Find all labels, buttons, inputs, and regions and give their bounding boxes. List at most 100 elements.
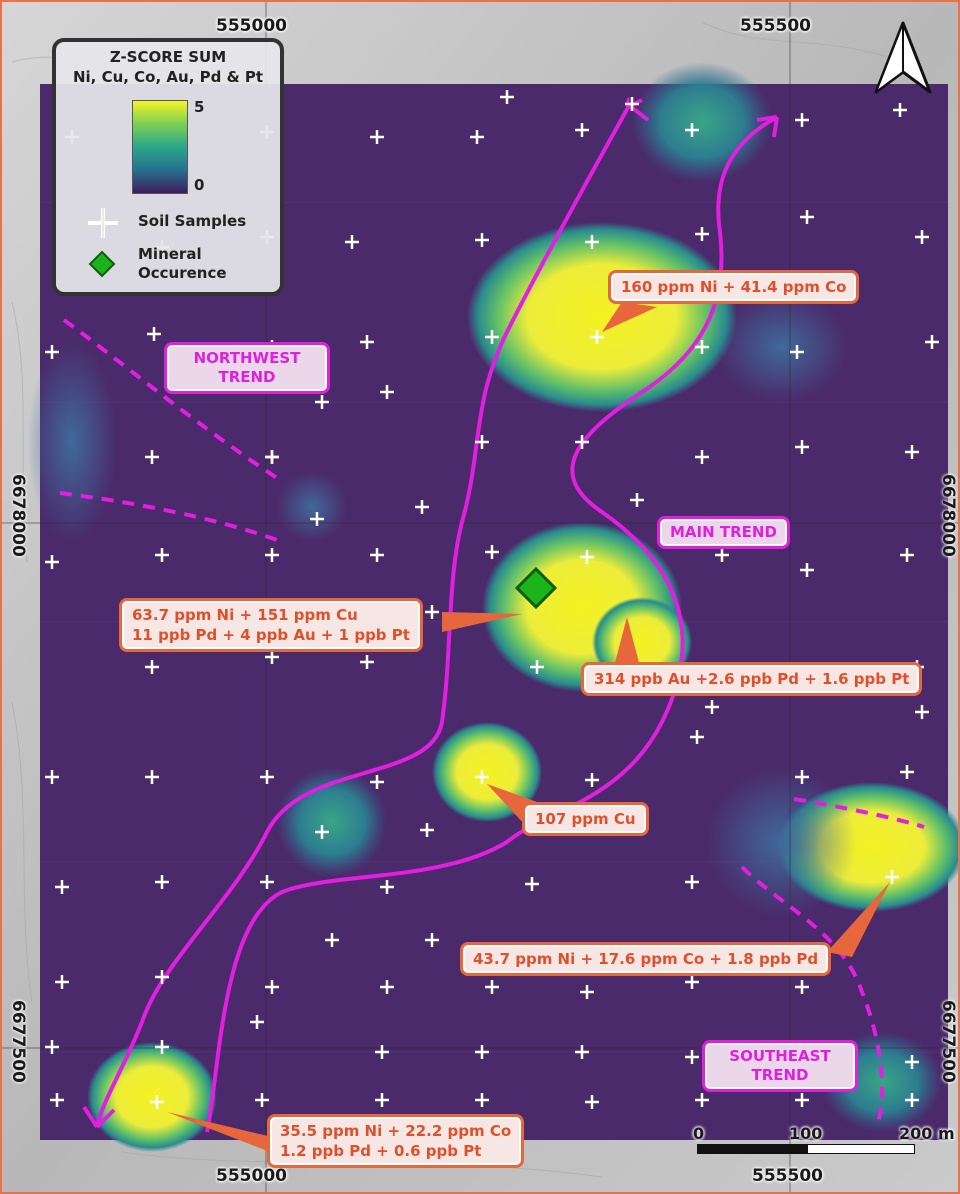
soil-sample-plus-icon [370,548,384,562]
soil-sample-plus-icon [375,1045,389,1059]
soil-sample-plus-icon [475,770,489,784]
soil-sample-plus-icon [885,870,899,884]
soil-sample-plus-icon [475,1093,489,1107]
soil-sample-plus-icon [905,1093,919,1107]
soil-sample-plus-icon [265,980,279,994]
coord-left-upper: 6678000 [8,474,28,557]
north-arrow-icon [874,21,932,94]
soil-sample-plus-icon [45,345,59,359]
soil-sample-plus-icon [380,980,394,994]
soil-sample-plus-icon [420,823,434,837]
soil-sample-plus-icon [315,825,329,839]
soil-sample-plus-icon [695,340,709,354]
soil-sample-plus-icon [685,875,699,889]
soil-sample-plus-icon [470,130,484,144]
soil-sample-plus-icon [925,335,939,349]
legend-ramp-max: 5 [194,98,205,116]
soil-sample-plus-icon [265,650,279,664]
soil-sample-plus-icon [705,700,719,714]
soil-sample-plus-icon [715,548,729,562]
soil-sample-plus-icon [55,880,69,894]
soil-sample-plus-icon [795,440,809,454]
soil-sample-plus-icon [475,435,489,449]
callout-southeast: 43.7 ppm Ni + 17.6 ppm Co + 1.8 ppb Pd [460,942,832,976]
callout-north: 160 ppm Ni + 41.4 ppm Co [608,270,860,304]
soil-sample-plus-icon [150,1095,164,1109]
soil-sample-plus-icon [905,445,919,459]
soil-sample-plus-icon [485,980,499,994]
soil-sample-plus-icon [525,877,539,891]
soil-sample-plus-icon [585,1095,599,1109]
label-southeast-trend: SOUTHEAST TREND [702,1040,858,1092]
soil-sample-plus-icon [147,327,161,341]
soil-sample-plus-icon [795,770,809,784]
soil-sample-plus-icon [795,1093,809,1107]
legend-color-ramp [132,100,188,194]
soil-sample-plus-icon [145,450,159,464]
label-main-trend: MAIN TREND [657,516,790,549]
soil-sample-plus-icon [695,1093,709,1107]
soil-sample-plus-icon [380,385,394,399]
soil-sample-plus-icon [685,123,699,137]
soil-sample-plus-icon [485,545,499,559]
legend-soil-samples-label: Soil Samples [138,212,247,230]
soil-sample-plus-icon [685,975,699,989]
coord-right-upper: 6678000 [938,474,958,557]
soil-sample-plus-icon [915,230,929,244]
soil-sample-plus-icon [315,395,329,409]
coord-bottom-left: 555000 [216,1166,287,1186]
label-northwest-trend: NORTHWEST TREND [164,342,330,394]
soil-sample-plus-icon [905,1055,919,1069]
legend-mineral-label-line1: Mineral [138,245,202,263]
callout-southwest: 35.5 ppm Ni + 22.2 ppm Co 1.2 ppb Pd + 0… [267,1114,525,1168]
legend-mineral-label-line2: Occurence [138,264,227,282]
soil-sample-plus-icon [590,330,604,344]
soil-sample-markers [45,90,939,1109]
soil-sample-plus-icon [45,555,59,569]
soil-sample-plus-icon [475,233,489,247]
callout-pointers [167,302,890,1152]
soil-sample-plus-icon [250,1015,264,1029]
scale-label-100: 100 [789,1124,823,1143]
soil-sample-plus-icon [325,933,339,947]
coord-bottom-right: 555500 [752,1166,823,1186]
callout-center-line1: 63.7 ppm Ni + 151 ppm Cu [132,606,358,624]
soil-sample-plus-icon [265,548,279,562]
soil-sample-plus-icon [585,773,599,787]
scale-segment-light [807,1144,915,1154]
coord-right-lower: 6677500 [938,1000,958,1083]
soil-sample-plus-icon [260,770,274,784]
scale-label-200: 200 m [899,1124,955,1143]
soil-sample-plus-icon [370,775,384,789]
soil-sample-plus-icon [475,1045,489,1059]
scale-label-0: 0 [693,1124,705,1143]
soil-sample-plus-icon [380,880,394,894]
soil-sample-plus-icon [360,655,374,669]
soil-sample-plus-icon [415,500,429,514]
callout-gold: 314 ppb Au +2.6 ppb Pd + 1.6 ppb Pt [581,662,923,696]
soil-sample-plus-icon [45,1040,59,1054]
soil-sample-plus-icon [145,660,159,674]
soil-sample-plus-icon [690,730,704,744]
soil-sample-plus-icon [425,933,439,947]
soil-sample-plus-icon [900,765,914,779]
soil-sample-plus-icon [360,335,374,349]
soil-sample-plus-icon [795,113,809,127]
coord-top-left: 555000 [216,16,287,36]
soil-sample-plus-icon [790,345,804,359]
scale-segment-dark [697,1144,809,1154]
soil-sample-plus-icon [55,975,69,989]
soil-sample-plus-icon [345,235,359,249]
soil-sample-plus-icon [145,770,159,784]
soil-sample-plus-icon [695,450,709,464]
soil-sample-plus-icon [575,435,589,449]
legend-ramp-min: 0 [194,176,205,194]
soil-sample-plus-icon [685,1050,699,1064]
soil-sample-plus-icon [575,1045,589,1059]
callout-center-line2: 11 ppb Pd + 4 ppb Au + 1 ppb Pt [132,626,410,644]
soil-sample-plus-icon [795,980,809,994]
soil-sample-plus-icon [500,90,514,104]
trend-lines [59,100,925,1133]
callout-copper: 107 ppm Cu [522,802,649,836]
